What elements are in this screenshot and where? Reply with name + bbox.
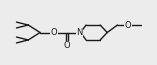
Text: O: O bbox=[51, 28, 57, 37]
Text: N: N bbox=[76, 28, 82, 37]
Text: O: O bbox=[125, 21, 131, 30]
Text: O: O bbox=[63, 41, 70, 50]
